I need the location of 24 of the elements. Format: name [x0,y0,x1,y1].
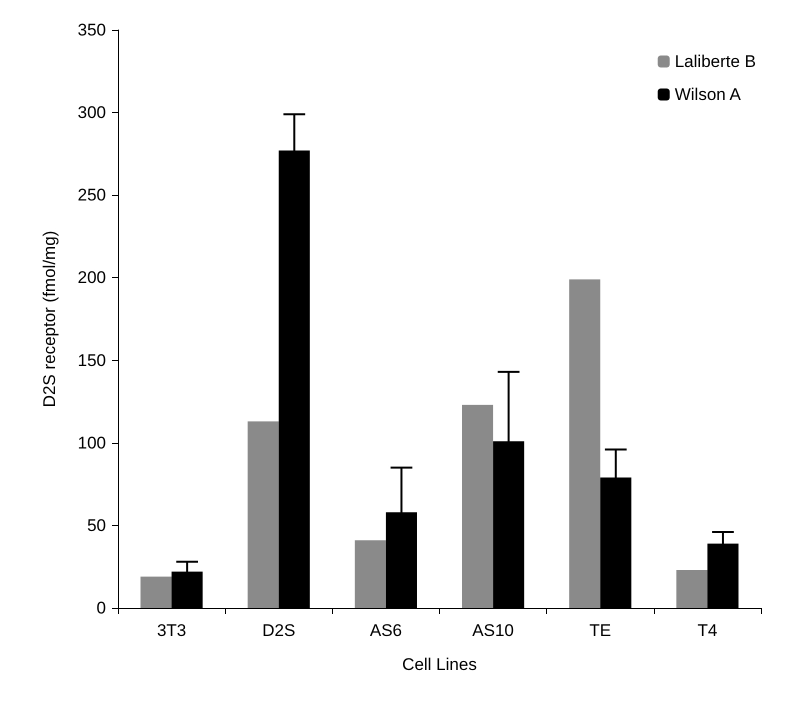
bar [676,570,708,608]
legend-label: Laliberte B [674,52,756,71]
y-tick-label: 100 [78,433,106,452]
x-tick-label: AS10 [472,621,514,640]
y-tick-label: 150 [78,350,106,370]
x-tick-label: AS6 [370,621,402,640]
y-tick-label: 50 [87,516,106,535]
x-axis-title: Cell Lines [402,655,477,674]
x-tick-label: T4 [697,621,718,640]
y-tick-label: 350 [78,20,106,40]
bar [354,540,386,608]
x-tick-label: 3T3 [156,621,186,640]
bar [140,576,172,608]
legend-label: Wilson A [674,85,742,104]
y-tick-label: 300 [78,103,106,122]
bar [569,279,600,608]
x-tick-label: TE [589,621,612,640]
y-axis-title: D2S receptor (fmol/mg) [40,230,59,408]
x-tick-label: D2S [262,621,296,640]
y-tick-label: 200 [78,268,106,288]
y-tick-label: 0 [96,598,106,618]
bar [248,421,279,608]
y-tick-label: 250 [78,186,106,205]
bar [462,404,494,608]
